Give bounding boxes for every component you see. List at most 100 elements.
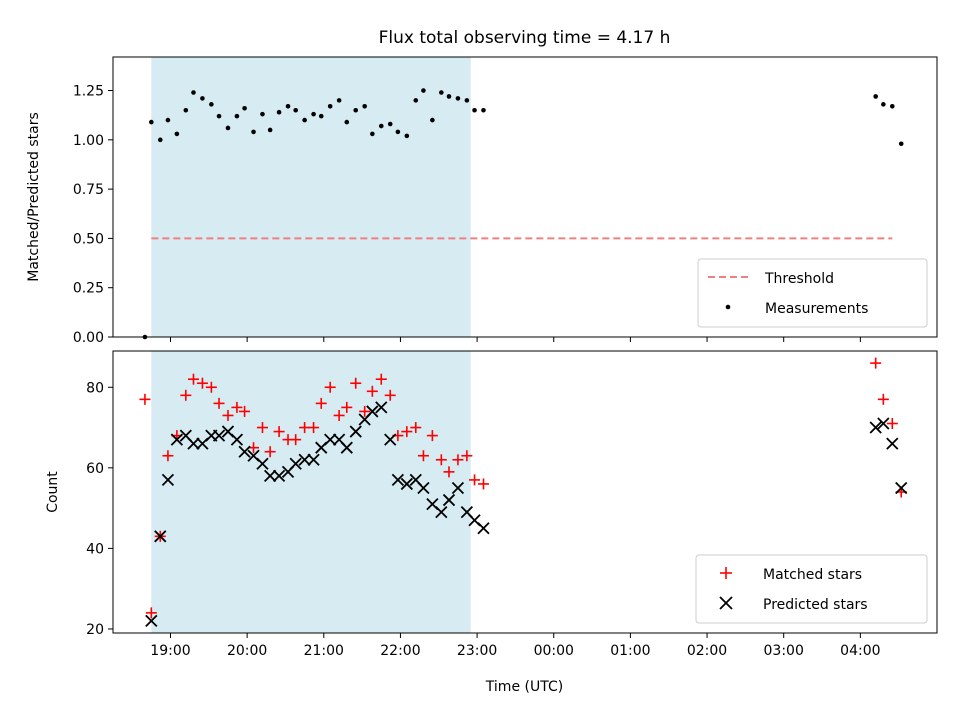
predicted-stars-point xyxy=(289,457,302,470)
legend-matched-label: Matched stars xyxy=(763,567,862,583)
y-tick-label: 20 xyxy=(86,622,104,638)
matched-stars-point xyxy=(401,426,413,438)
measurement-point xyxy=(174,131,180,137)
x-tick-label: 04:00 xyxy=(840,643,880,659)
matched-stars-point xyxy=(196,377,208,389)
predicted-stars-point xyxy=(161,473,175,487)
measurement-point xyxy=(413,98,419,103)
ratio-legend: Threshold Measurements xyxy=(697,258,928,328)
y-tick-label: 0.50 xyxy=(73,231,104,247)
predicted-stars-point xyxy=(384,433,397,446)
measurement-point xyxy=(200,96,205,101)
measurement-point xyxy=(395,129,401,135)
matched-stars-point xyxy=(213,397,225,409)
measurement-point xyxy=(481,107,486,113)
predicted-stars-point xyxy=(340,441,353,454)
predicted-stars-point xyxy=(877,417,890,430)
measurement-point xyxy=(293,107,298,113)
observing-window-band xyxy=(151,351,471,633)
matched-stars-point xyxy=(308,422,320,434)
y-tick-label: 1.25 xyxy=(73,84,104,100)
measurement-point xyxy=(216,113,222,119)
count-y-axis-label: Count xyxy=(45,471,61,513)
predicted-stars-point xyxy=(170,433,184,446)
predicted-stars-point xyxy=(298,453,311,466)
measurement-point xyxy=(302,117,307,123)
measurement-point xyxy=(209,102,214,107)
measurement-point xyxy=(336,98,342,103)
x-tick-label: 03:00 xyxy=(764,643,804,659)
matched-stars-point xyxy=(350,377,362,389)
predicted-stars-point xyxy=(442,493,456,507)
count-legend: Matched stars Predicted stars xyxy=(695,554,928,624)
observing-window-band xyxy=(151,57,471,337)
predicted-stars-point xyxy=(263,469,277,483)
predicted-stars-point xyxy=(324,433,337,446)
measurement-point xyxy=(472,107,477,113)
matched-stars-point xyxy=(205,381,217,393)
count-panel-frame xyxy=(112,350,938,634)
matched-stars-point xyxy=(477,478,489,490)
predicted-stars-point xyxy=(307,453,320,466)
measurement-point xyxy=(873,94,878,99)
ratio-y-axis-label: Matched/Predicted stars xyxy=(26,112,42,282)
y-tick-label: 80 xyxy=(86,380,104,396)
ratio-panel: 0.00 0.25 0.50 0.75 1.00 1.25 Matched/Predict… xyxy=(26,56,938,346)
matched-stars-point xyxy=(461,450,473,462)
predicted-stars-point xyxy=(212,429,226,442)
ratio-legend-box xyxy=(697,258,928,328)
x-tick-label: 22:00 xyxy=(380,643,420,659)
measurement-point xyxy=(242,105,247,111)
predicted-stars-point xyxy=(256,457,269,470)
predicted-stars-point xyxy=(145,614,158,628)
measurement-point xyxy=(191,90,196,95)
measurement-point xyxy=(344,119,350,125)
measurement-point xyxy=(404,133,410,139)
legend-measurements-swatch xyxy=(725,304,731,310)
predicted-stars-point xyxy=(435,506,448,519)
matched-stars-point xyxy=(384,389,396,401)
x-tick-label: 23:00 xyxy=(457,643,497,659)
predicted-stars-point xyxy=(451,481,465,495)
count-panel: 20 40 60 80 19:00 20:00 21:00 22:00 23:00 00:00 0… xyxy=(45,350,938,695)
predicted-stars-point xyxy=(895,481,908,495)
matched-stars-point xyxy=(375,373,387,385)
measurement-point xyxy=(260,111,265,117)
predicted-stars-point xyxy=(886,437,899,450)
x-tick-label: 01:00 xyxy=(610,643,650,659)
measurement-point xyxy=(378,123,384,129)
matched-stars-point xyxy=(273,426,285,438)
measurement-point xyxy=(889,103,895,109)
predicted-stars-point xyxy=(349,425,362,438)
legend-predicted-swatch xyxy=(719,596,733,610)
matched-stars-point xyxy=(180,389,192,401)
measurement-point xyxy=(464,98,470,103)
measurement-point xyxy=(430,117,435,123)
legend-predicted-label: Predicted stars xyxy=(763,597,868,613)
x-axis-label: Time (UTC) xyxy=(485,679,563,695)
y-tick-label: 1.00 xyxy=(73,133,104,149)
measurement-point xyxy=(225,125,231,131)
matched-stars-point xyxy=(359,405,371,417)
x-tick-label: 02:00 xyxy=(687,643,727,659)
measurement-point xyxy=(439,90,444,95)
matched-stars-point xyxy=(145,607,157,619)
matched-stars-point xyxy=(333,409,345,421)
y-tick-label: 60 xyxy=(86,461,104,477)
matched-stars-point xyxy=(222,409,234,421)
matched-stars-point xyxy=(239,405,251,417)
predicted-stars-point xyxy=(400,477,413,491)
measurement-point xyxy=(881,102,886,107)
predicted-stars-point xyxy=(272,469,286,483)
y-tick-label: 0.25 xyxy=(73,281,104,297)
predicted-stars-point xyxy=(238,445,251,458)
measurement-point xyxy=(276,109,282,115)
measurement-point xyxy=(446,94,452,99)
matched-stars-point xyxy=(315,397,327,409)
measurement-point xyxy=(149,119,154,125)
predicted-stars-point xyxy=(477,522,490,535)
measurement-point xyxy=(183,107,189,113)
measurement-point xyxy=(370,131,375,137)
measurement-point xyxy=(251,129,256,135)
